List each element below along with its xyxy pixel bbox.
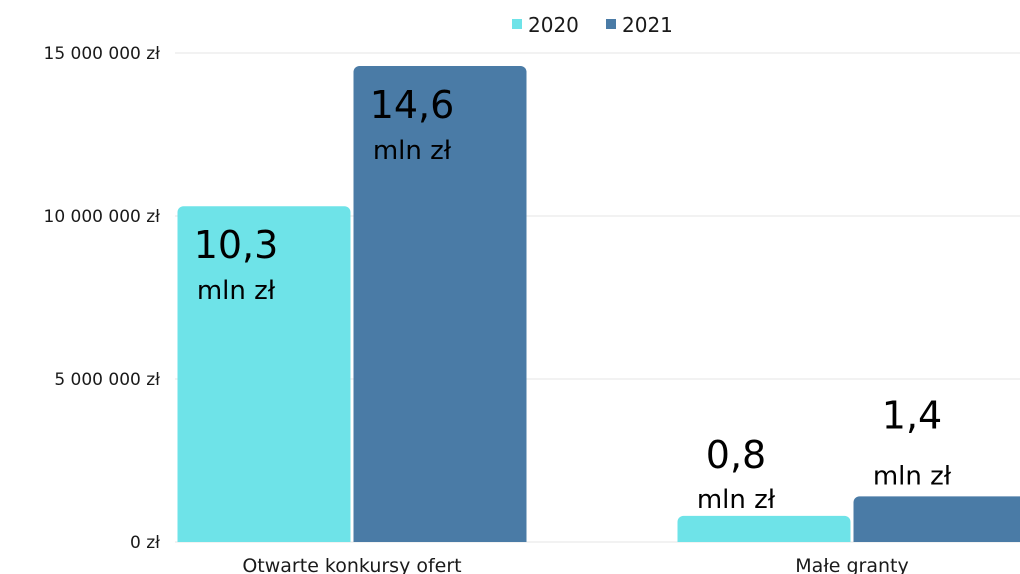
legend-swatch-2021 — [606, 19, 616, 29]
data-label-value: 14,6 — [370, 83, 455, 127]
bars — [177, 66, 1020, 542]
legend: 2020 2021 — [512, 13, 673, 37]
legend-swatch-2020 — [512, 19, 522, 29]
y-axis-ticks: 0 zł 5 000 000 zł 10 000 000 zł 15 000 000 … — [44, 44, 161, 553]
legend-label: 2020 — [528, 13, 579, 37]
data-label-value: 0,8 — [706, 433, 766, 477]
data-label-value: 1,4 — [882, 393, 942, 437]
bar-2021-0 — [353, 66, 527, 542]
data-label-value: 10,3 — [194, 223, 279, 267]
data-label-unit: mln zł — [373, 136, 452, 166]
legend-label: 2021 — [622, 13, 673, 37]
bar-base — [353, 534, 527, 542]
x-axis-categories: Otwarte konkursy ofert Małe granty — [242, 555, 908, 574]
y-tick-label: 10 000 000 zł — [44, 207, 161, 227]
y-tick-label: 5 000 000 zł — [54, 370, 160, 390]
x-category-label: Otwarte konkursy ofert — [242, 555, 461, 574]
bar-2021-1 — [853, 496, 1020, 542]
data-labels: 10,3 mln zł 14,6 mln zł 0,8 mln zł 1,4 mln zł — [194, 83, 952, 515]
bar-base — [677, 534, 851, 542]
x-category-label: Małe granty — [795, 555, 908, 574]
bar-base — [853, 534, 1020, 542]
bar-base — [177, 534, 351, 542]
y-tick-label: 15 000 000 zł — [44, 44, 161, 64]
y-tick-label: 0 zł — [130, 533, 160, 553]
data-label-unit: mln zł — [873, 461, 952, 491]
data-label-unit: mln zł — [197, 276, 276, 306]
bar-2020-0 — [177, 206, 351, 542]
data-label-unit: mln zł — [697, 485, 776, 515]
